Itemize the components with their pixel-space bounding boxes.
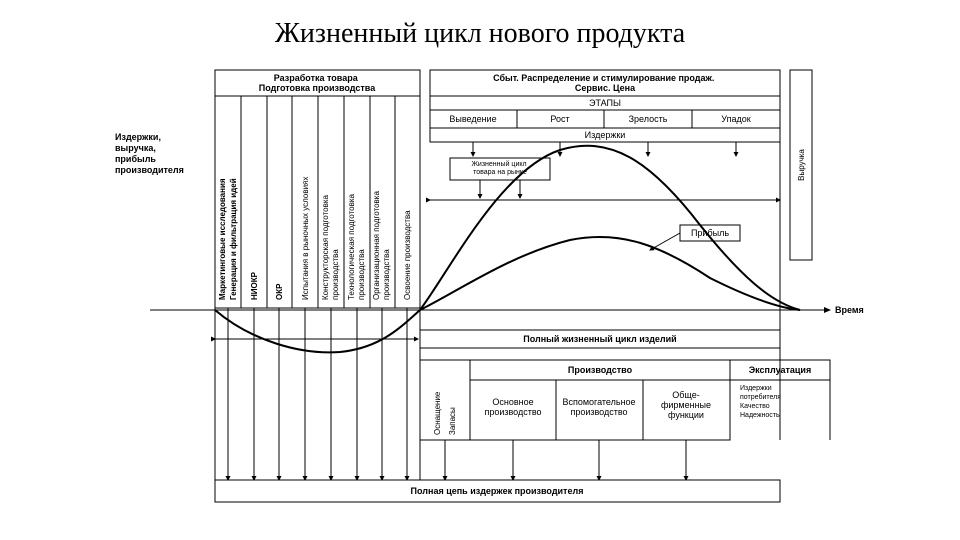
svg-text:производства: производства (331, 249, 340, 300)
production-header: Производство (568, 365, 633, 375)
costs-label: Издержки (585, 130, 626, 140)
consumer-costs-text: Издержки потребителя Качество Надежность (740, 385, 783, 419)
svg-text:Технологическая подготовка: Технологическая подготовка (347, 193, 356, 300)
stage-cells: Выведение Рост Зрелость Упадок (430, 110, 780, 128)
svg-text:Генерация и фильтрация идей: Генерация и фильтрация идей (229, 178, 238, 300)
bottom-down-arrows (445, 440, 686, 480)
svg-text:Испытания в рыночных условиях: Испытания в рыночных условиях (301, 177, 310, 300)
svg-text:производства: производства (382, 249, 391, 300)
stages-header: ЭТАПЫ (589, 98, 621, 108)
revenue-label: Выручка (797, 149, 806, 181)
svg-text:Маркетинговые исследования: Маркетинговые исследования (218, 178, 227, 300)
x-axis-label: Время (835, 305, 864, 315)
diagram-svg: Издержки, выручка, прибыль производителя… (0, 50, 960, 530)
svg-text:Конструкторская подготовка: Конструкторская подготовка (321, 194, 330, 300)
equip-label1: Оснащение (433, 391, 442, 435)
band-down-arrows (228, 308, 407, 480)
svg-text:Зрелость: Зрелость (629, 114, 668, 124)
y-axis-label: Издержки, выручка, прибыль производителя (115, 132, 184, 175)
equip-label2: Запасы (448, 407, 457, 435)
svg-text:ОКР: ОКР (275, 283, 284, 300)
full-cost-chain-label: Полная цепь издержек производителя (411, 486, 584, 496)
full-lifecycle-label: Полный жизненный цикл изделий (523, 334, 676, 344)
stage-arrows (473, 142, 736, 156)
svg-text:Упадок: Упадок (721, 114, 750, 124)
svg-text:производства: производства (357, 249, 366, 300)
page-title: Жизненный цикл нового продукта (0, 0, 960, 50)
equip-box (420, 360, 470, 440)
vertical-bands: Маркетинговые исследования Генерация и ф… (215, 96, 420, 308)
dev-header-text: Разработка товара Подготовка производств… (259, 73, 376, 93)
svg-text:Освоение производства: Освоение производства (403, 210, 412, 300)
svg-text:НИОКР: НИОКР (250, 271, 259, 300)
svg-text:Вспомогательноепроизводство: Вспомогательноепроизводство (562, 397, 635, 417)
svg-text:Выведение: Выведение (449, 114, 496, 124)
svg-text:Основноепроизводство: Основноепроизводство (484, 397, 541, 417)
svg-text:Рост: Рост (550, 114, 569, 124)
svg-text:Организационная подготовка: Организационная подготовка (372, 191, 381, 300)
